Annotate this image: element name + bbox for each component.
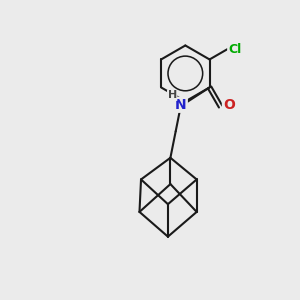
Text: O: O xyxy=(223,98,235,112)
Text: Cl: Cl xyxy=(228,43,242,56)
Text: H: H xyxy=(167,90,177,100)
Text: N: N xyxy=(175,98,187,112)
